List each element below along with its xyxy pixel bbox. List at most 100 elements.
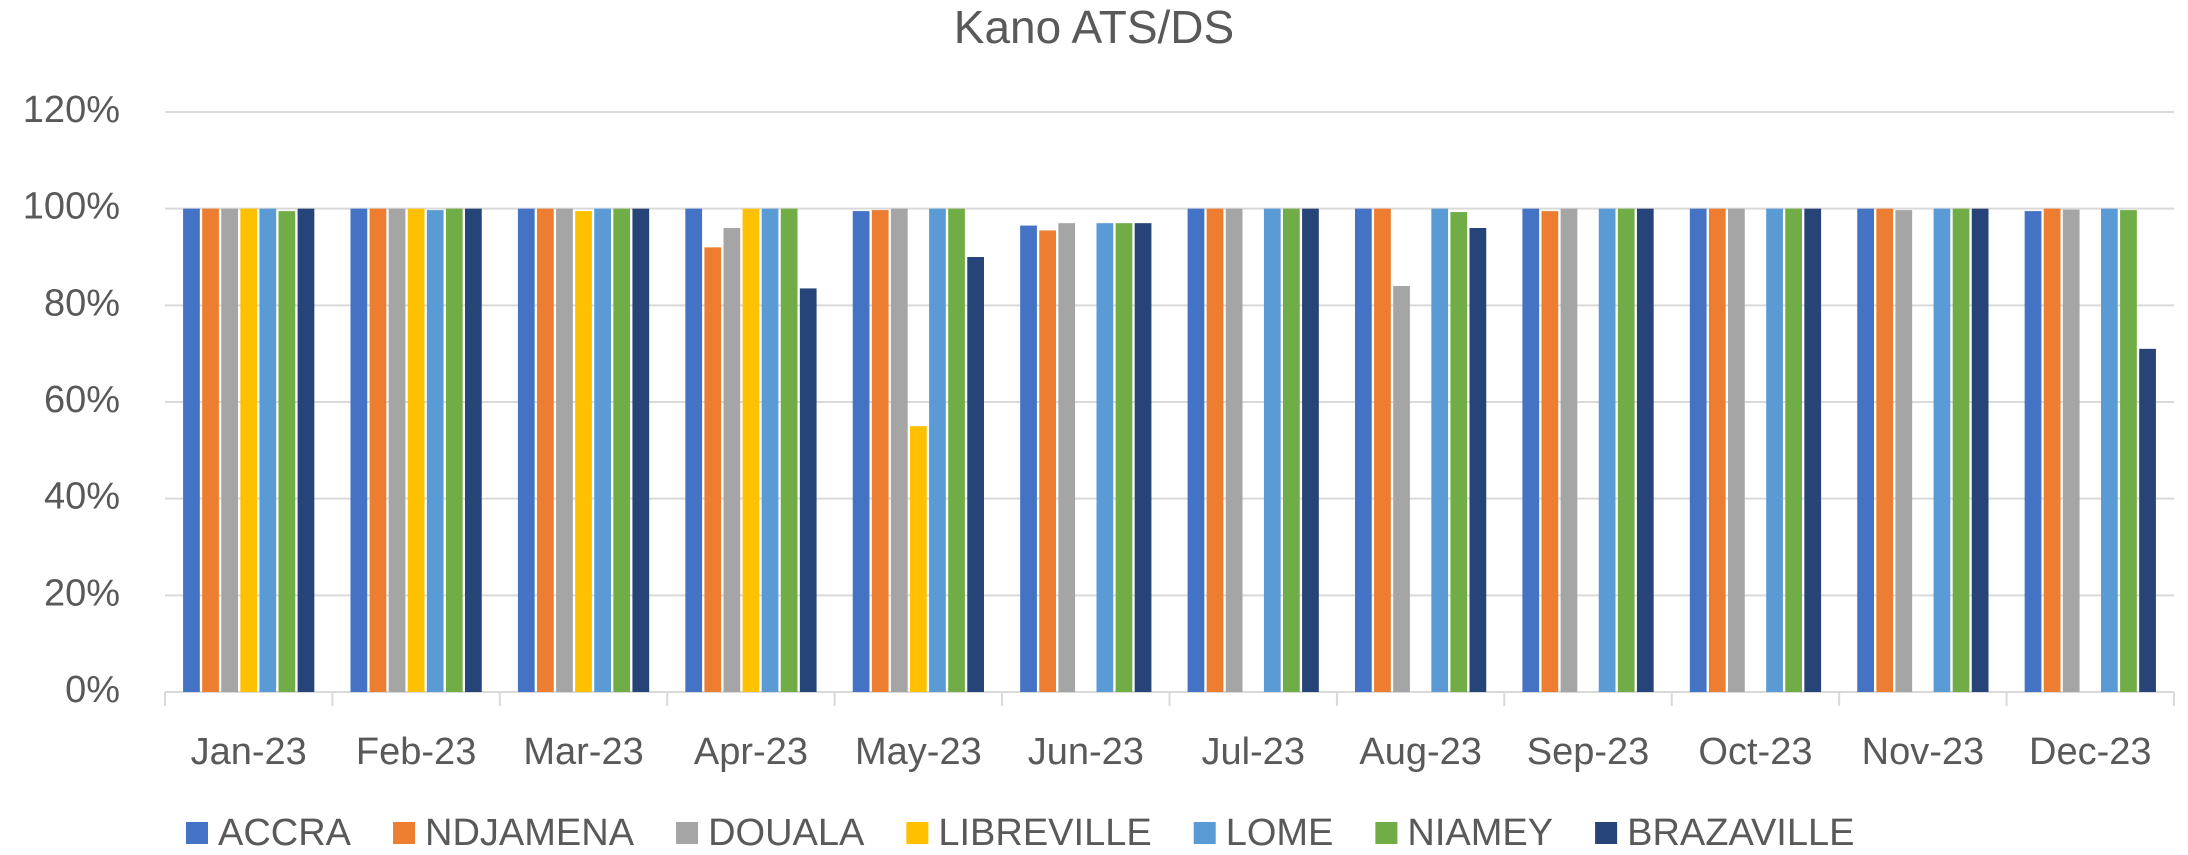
bar: [1952, 208, 1970, 692]
bar: [1598, 208, 1616, 692]
bar: [910, 426, 927, 692]
legend-label: LOME: [1226, 812, 1334, 854]
bar: [2043, 208, 2061, 692]
x-tick-label: Feb-23: [356, 731, 476, 773]
bar: [1804, 208, 1822, 692]
x-tick-label: Mar-23: [523, 731, 643, 773]
y-tick-label: 20%: [44, 572, 120, 614]
bar: [1020, 225, 1037, 693]
bar: [1450, 212, 1468, 693]
bar: [388, 208, 406, 692]
bar: [1895, 210, 1913, 692]
legend-label: NIAMEY: [1407, 812, 1553, 854]
y-tick-label: 60%: [44, 379, 120, 421]
bar: [202, 208, 219, 692]
bar: [1283, 208, 1300, 692]
bar: [278, 211, 296, 693]
legend-swatch: [1595, 822, 1618, 844]
bar: [929, 208, 946, 692]
bar: [536, 208, 554, 692]
legend-label: ACCRA: [218, 812, 352, 854]
bar: [1263, 208, 1281, 692]
legend-swatch: [1193, 822, 1216, 844]
bar: [742, 208, 760, 692]
x-tick-label: Nov-23: [1862, 731, 1985, 773]
bar: [1522, 208, 1540, 692]
bar: [259, 208, 277, 692]
bar: [613, 208, 631, 692]
bar: [685, 208, 703, 692]
legend-label: NDJAMENA: [425, 812, 635, 854]
bar: [369, 208, 387, 692]
bar: [1115, 223, 1133, 692]
bar: [594, 208, 611, 692]
bar: [852, 211, 870, 693]
bar: [1431, 208, 1449, 692]
bar: [1134, 223, 1152, 692]
y-tick-label: 120%: [23, 89, 120, 131]
bar: [799, 288, 817, 692]
x-tick-label: Jul-23: [1201, 731, 1305, 773]
bar: [871, 210, 889, 692]
bar: [350, 208, 368, 692]
bar: [1689, 208, 1707, 692]
x-tick-label: Aug-23: [1359, 731, 1482, 773]
legend-swatch: [393, 822, 416, 844]
bar: [183, 208, 200, 692]
bar: [1636, 208, 1654, 692]
bar: [1541, 211, 1559, 693]
bar: [1857, 208, 1874, 692]
bar: [761, 208, 779, 692]
bar: [1708, 208, 1726, 692]
bar: [2139, 348, 2156, 692]
x-tick-label: Oct-23: [1698, 731, 1812, 773]
legend-swatch: [676, 822, 699, 844]
bar: [2024, 211, 2042, 693]
y-tick-label: 80%: [44, 282, 120, 324]
bar: [704, 247, 722, 693]
bar: [1393, 286, 1410, 692]
legend-swatch: [1375, 822, 1398, 844]
chart-title: Kano ATS/DS: [954, 1, 1234, 53]
bar: [2120, 210, 2137, 692]
bar: [1560, 208, 1578, 692]
x-tick-label: Sep-23: [1527, 731, 1650, 773]
y-tick-label: 100%: [23, 186, 120, 228]
bar: [632, 208, 650, 692]
x-tick-label: May-23: [855, 731, 982, 773]
bar: [1933, 208, 1951, 692]
bar: [1766, 208, 1783, 692]
bar: [967, 257, 985, 692]
bar: [465, 208, 482, 692]
bar: [1039, 230, 1056, 692]
bar: [556, 208, 573, 692]
bar: [2062, 209, 2080, 692]
bar: [407, 208, 425, 692]
bar: [1374, 208, 1391, 692]
bar: [221, 208, 238, 692]
bar: [948, 208, 965, 692]
bar: [1225, 208, 1243, 692]
bar: [1617, 208, 1635, 692]
bar: [780, 208, 798, 692]
bar: [1058, 223, 1076, 692]
bar: [517, 208, 535, 692]
x-tick-label: Dec-23: [2029, 731, 2152, 773]
bar: [426, 210, 444, 692]
bar: [1354, 208, 1372, 692]
bar: [1096, 223, 1114, 692]
y-tick-label: 0%: [65, 669, 120, 711]
bar: [1971, 208, 1989, 692]
bar: [1785, 208, 1803, 692]
legend-label: BRAZAVILLE: [1627, 812, 1854, 854]
bar: [1206, 208, 1224, 692]
bar: [1302, 208, 1319, 692]
legend-swatch: [906, 822, 929, 844]
y-tick-label: 40%: [44, 476, 120, 518]
bar: [240, 208, 258, 692]
x-tick-label: Jun-23: [1028, 731, 1144, 773]
bar: [445, 208, 463, 692]
legend-label: DOUALA: [708, 812, 865, 854]
legend-swatch: [186, 822, 208, 844]
bar: [575, 211, 592, 693]
